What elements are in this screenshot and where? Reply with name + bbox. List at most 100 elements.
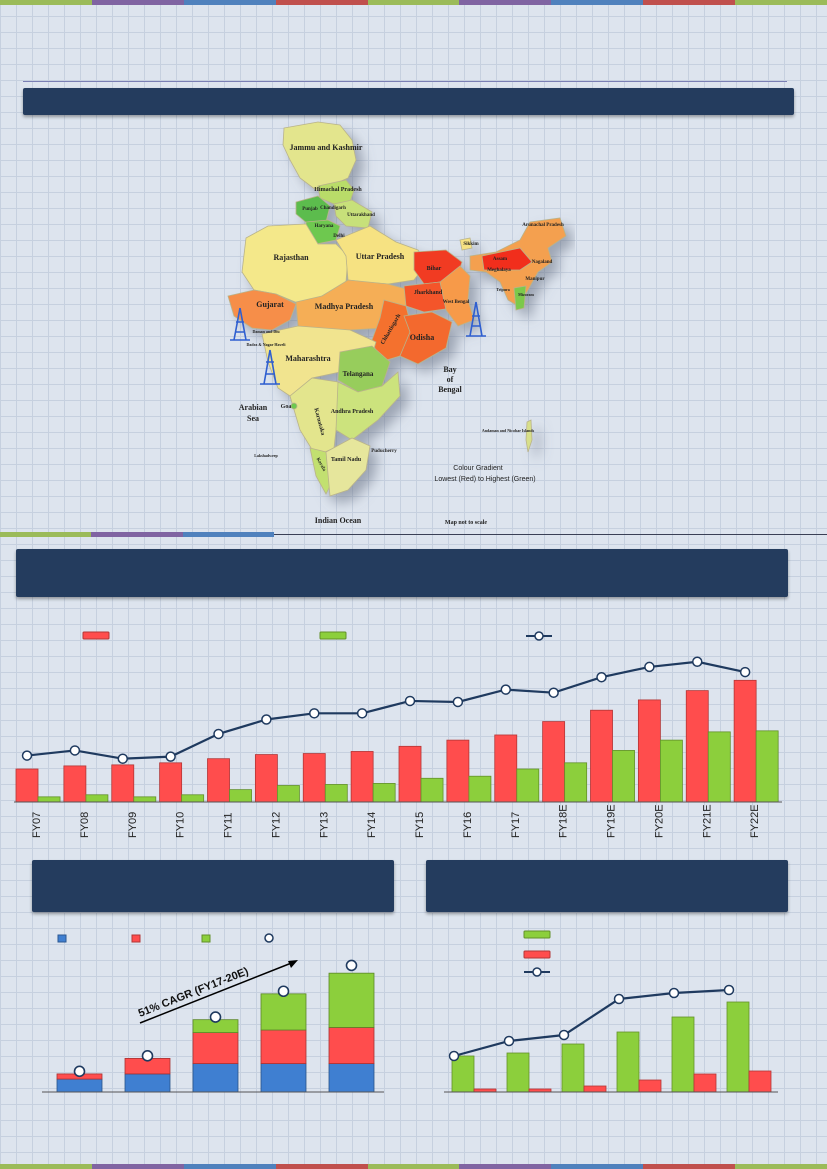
state-goa <box>290 402 298 410</box>
bar-red <box>637 699 661 803</box>
total-marker <box>277 985 290 998</box>
label-punjab: Punjab <box>302 207 318 212</box>
line-point <box>503 1035 515 1047</box>
label-lakshadweep: Lakshadweep <box>254 453 278 458</box>
bar-green <box>85 794 109 803</box>
label-indian-ocean: Indian Ocean <box>315 516 362 525</box>
bar-red <box>398 745 422 803</box>
bar-green <box>707 731 731 803</box>
legend-swatch-marker <box>264 933 274 943</box>
stack-red <box>328 1027 375 1064</box>
label-andaman: Andaman and Nicobar Islands <box>482 428 535 433</box>
x-tick-label: FY22E <box>749 804 761 838</box>
bar-green <box>420 777 444 803</box>
line-point <box>452 696 464 708</box>
bar-red <box>685 690 709 803</box>
bar-red <box>302 753 326 803</box>
label-goa: Goa <box>281 404 292 410</box>
label-tn: Tamil Nadu <box>331 457 362 463</box>
label-jk: Jammu and Kashmir <box>290 143 363 152</box>
label-delhi: Delhi <box>333 234 345 239</box>
state-up <box>335 225 427 285</box>
line-point <box>644 661 655 673</box>
bar-red <box>638 1079 662 1093</box>
x-tick-label: FY09 <box>127 812 139 838</box>
x-tick-label: FY14 <box>366 812 378 838</box>
line-point <box>596 671 607 683</box>
label-jharkhand: Jharkhand <box>414 290 443 296</box>
bar-red <box>693 1073 717 1093</box>
bar-red <box>446 739 470 803</box>
gradient-desc: Lowest (Red) to Highest (Green) <box>434 476 535 483</box>
bar-red <box>15 768 39 803</box>
x-tick-label: FY13 <box>318 812 330 838</box>
line-point <box>117 753 129 764</box>
header-rule <box>23 81 787 82</box>
bar-red <box>494 734 518 803</box>
line-point <box>500 684 512 695</box>
bar-red <box>733 679 757 803</box>
bar-red <box>254 754 278 803</box>
label-bay-3: Bengal <box>438 385 462 394</box>
total-marker <box>209 1011 222 1023</box>
oil-rig-icon <box>260 349 280 385</box>
line-point <box>448 1050 460 1062</box>
total-marker <box>141 1050 154 1062</box>
label-gujarat: Gujarat <box>256 300 284 309</box>
bar-red <box>159 762 183 803</box>
stack-blue <box>192 1063 239 1093</box>
state-andaman <box>525 419 533 453</box>
label-uttarakhand: Uttarakhand <box>347 213 375 218</box>
stack-blue <box>260 1063 307 1093</box>
total-marker <box>345 959 358 972</box>
state-sikkim <box>459 237 473 251</box>
map-title-band <box>23 88 794 115</box>
state-chhattisgarh <box>371 299 413 363</box>
combo-chart <box>444 930 778 1093</box>
state-gujarat <box>227 289 297 331</box>
label-sikkim: Sikkim <box>463 242 479 247</box>
state-ap <box>335 371 401 441</box>
label-bay-2: of <box>447 375 454 384</box>
x-tick-label: FY08 <box>79 812 91 838</box>
bar-green <box>612 750 635 803</box>
bar-green <box>755 730 779 803</box>
line-point <box>21 750 33 761</box>
gradient-title: Colour Gradient <box>453 465 502 472</box>
bar-green <box>726 1001 750 1093</box>
legend-swatch-red <box>82 631 110 640</box>
legend-swatch-green <box>319 631 347 640</box>
x-tick-label: FY12 <box>270 812 282 838</box>
bar-green <box>37 796 61 803</box>
bar-green <box>468 775 492 803</box>
label-bay-1: Bay <box>443 365 456 374</box>
bar-red <box>63 765 87 803</box>
label-kerala: Kerala <box>315 457 327 473</box>
main-chart-legend <box>82 631 552 641</box>
label-mizoram: Mizoram <box>518 292 534 297</box>
series-line <box>453 988 730 1058</box>
label-arabian-2: Sea <box>247 414 259 423</box>
bottom-right-title-band <box>426 860 788 912</box>
stack-red <box>192 1032 239 1064</box>
stacked-chart: 51% CAGR (FY17-20E) <box>42 933 384 1093</box>
bar-green <box>506 1052 530 1093</box>
line-point <box>739 666 751 678</box>
oil-rig-icon <box>466 301 486 337</box>
bar-green <box>564 762 588 803</box>
x-tick-label: FY18E <box>558 804 570 838</box>
label-tripura: Tripura <box>496 287 509 292</box>
x-tick-label: FY21E <box>701 804 713 838</box>
legend-swatch-green <box>201 934 211 943</box>
state-odisha <box>399 311 453 365</box>
state-mizoram <box>513 285 527 311</box>
label-up: Uttar Pradesh <box>356 252 405 261</box>
stack-green <box>260 993 307 1031</box>
label-odisha: Odisha <box>410 333 434 342</box>
label-puducherry: Puducherry <box>371 449 397 454</box>
bar-red <box>111 764 135 803</box>
bar-green <box>671 1016 695 1093</box>
legend-swatch-marker <box>532 967 542 977</box>
bar-red <box>590 709 613 803</box>
line-point <box>548 687 559 698</box>
